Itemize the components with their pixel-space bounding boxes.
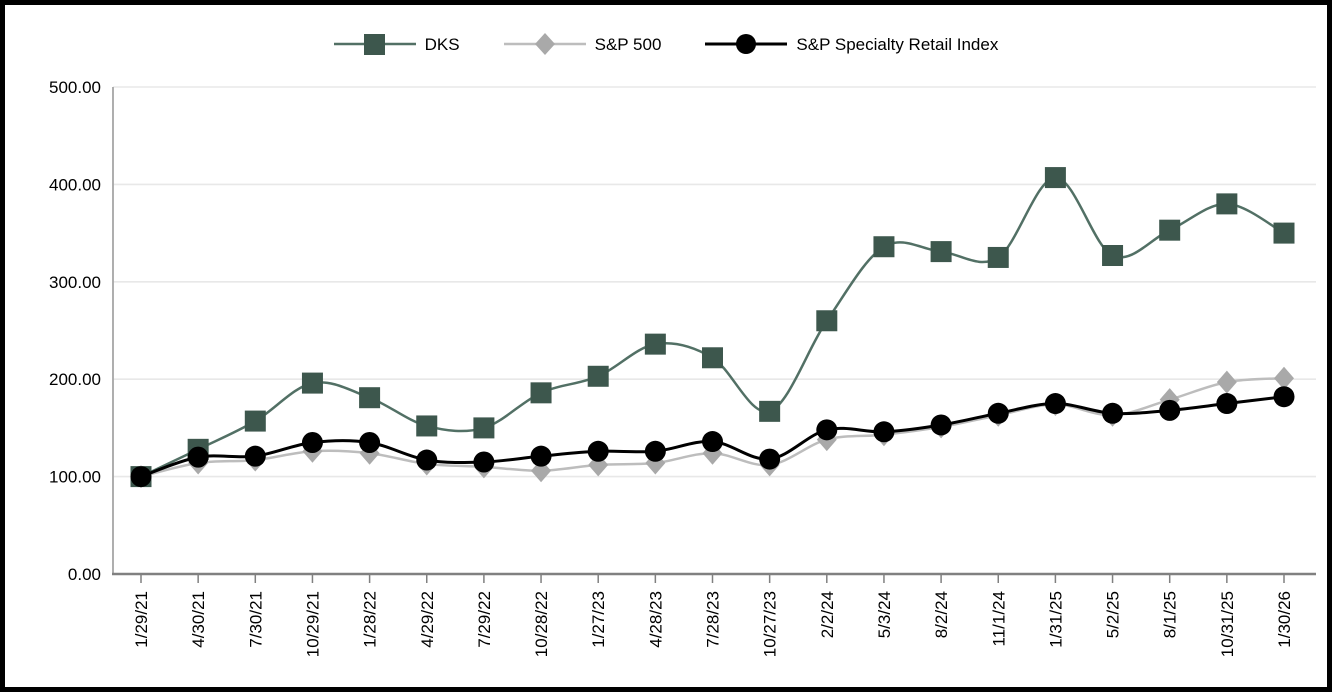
data-point-circle — [359, 432, 381, 454]
x-tick-label: 4/28/23 — [646, 591, 665, 648]
data-point-circle — [816, 419, 838, 441]
x-tick-label: 8/1/25 — [1161, 591, 1180, 638]
data-point-diamond — [1216, 370, 1237, 394]
x-tick-label: 1/30/26 — [1275, 591, 1294, 648]
data-point-circle — [1102, 402, 1124, 424]
data-point-circle — [1159, 399, 1181, 421]
data-point-circle — [930, 414, 952, 436]
x-tick-label: 8/2/24 — [932, 591, 951, 638]
x-tick-label: 5/2/25 — [1104, 591, 1123, 638]
data-point-square — [244, 410, 266, 432]
legend-item-sp500: S&P 500 — [503, 31, 662, 57]
dks-square-icon — [333, 31, 416, 57]
data-point-square — [416, 415, 438, 437]
x-tick-label: 4/29/22 — [418, 591, 437, 648]
data-point-square — [1044, 167, 1066, 189]
data-point-circle — [301, 432, 323, 454]
x-tick-label: 10/31/25 — [1218, 591, 1237, 657]
data-point-circle — [130, 466, 152, 488]
chart-legend: DKS S&P 500 S&P Specialty Retail Index — [0, 31, 1332, 57]
x-tick-label: 7/28/23 — [704, 591, 723, 648]
data-point-square — [359, 387, 381, 409]
y-tick-label: 200.00 — [49, 370, 101, 389]
data-point-square — [473, 417, 495, 439]
x-tick-label: 7/30/21 — [246, 591, 265, 648]
legend-label-specialty-retail: S&P Specialty Retail Index — [796, 34, 999, 54]
y-tick-label: 0.00 — [68, 565, 101, 584]
y-tick-label: 500.00 — [49, 78, 101, 97]
data-point-square — [702, 347, 723, 369]
data-point-circle — [244, 445, 266, 467]
data-point-circle — [1216, 393, 1238, 415]
data-point-circle — [187, 446, 209, 468]
series-2 — [130, 386, 1295, 488]
data-point-square — [1273, 222, 1295, 244]
x-tick-label: 1/29/21 — [132, 591, 151, 648]
x-tick-label: 5/3/24 — [875, 591, 894, 638]
data-point-circle — [1044, 393, 1066, 415]
data-point-diamond — [1274, 366, 1294, 390]
x-tick-label: 11/1/24 — [989, 591, 1008, 646]
data-point-circle — [530, 445, 552, 467]
data-point-square — [644, 333, 666, 355]
data-point-square — [1216, 193, 1238, 215]
data-point-square — [1102, 245, 1124, 267]
series-0 — [130, 167, 1295, 488]
specialty-retail-circle-icon — [705, 31, 788, 57]
x-tick-label: 10/29/21 — [303, 591, 322, 657]
x-tick-label: 7/29/22 — [475, 591, 494, 648]
data-point-square — [930, 241, 952, 263]
x-tick-label: 4/30/21 — [189, 591, 208, 648]
data-point-square — [816, 310, 838, 332]
data-point-square — [759, 400, 781, 422]
data-point-square — [1159, 219, 1181, 241]
data-point-circle — [587, 440, 609, 462]
data-point-circle — [1273, 386, 1295, 408]
legend-item-specialty-retail: S&P Specialty Retail Index — [705, 31, 998, 57]
data-point-square — [873, 236, 895, 258]
x-tick-label: 10/27/23 — [761, 591, 780, 657]
legend-item-dks: DKS — [333, 31, 460, 57]
y-tick-label: 300.00 — [49, 273, 101, 292]
data-point-square — [530, 382, 552, 404]
sp500-diamond-icon — [503, 31, 586, 57]
data-point-circle — [873, 421, 895, 443]
x-tick-label: 10/28/22 — [532, 591, 551, 657]
y-tick-label: 100.00 — [49, 468, 101, 487]
data-point-circle — [759, 448, 781, 470]
x-tick-label: 2/2/24 — [818, 591, 837, 638]
data-point-square — [987, 246, 1009, 268]
legend-label-dks: DKS — [424, 34, 460, 54]
data-point-circle — [473, 451, 495, 473]
data-point-circle — [702, 431, 723, 453]
data-point-square — [587, 365, 609, 387]
x-tick-label: 1/28/22 — [361, 591, 380, 648]
data-point-square — [301, 372, 323, 394]
data-point-circle — [416, 449, 438, 471]
data-point-circle — [987, 402, 1009, 424]
legend-label-sp500: S&P 500 — [594, 34, 662, 54]
x-tick-label: 1/27/23 — [589, 591, 608, 648]
data-point-circle — [644, 440, 666, 462]
y-tick-label: 400.00 — [49, 175, 101, 194]
series-line — [140, 176, 1285, 478]
x-tick-label: 1/31/25 — [1046, 591, 1065, 648]
